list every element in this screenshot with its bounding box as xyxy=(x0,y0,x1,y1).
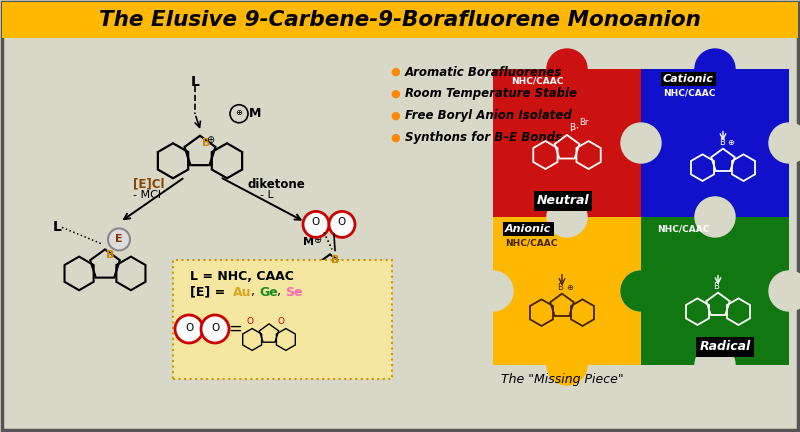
Text: O: O xyxy=(312,217,320,227)
Text: Se: Se xyxy=(285,286,302,299)
FancyBboxPatch shape xyxy=(2,2,798,38)
Circle shape xyxy=(769,271,800,311)
Circle shape xyxy=(329,211,355,238)
Text: NHC/CAAC: NHC/CAAC xyxy=(657,225,710,234)
Text: diketone: diketone xyxy=(248,178,306,191)
Text: NHC/CAAC: NHC/CAAC xyxy=(663,89,715,98)
Text: O: O xyxy=(185,323,193,333)
Text: - MCl: - MCl xyxy=(133,190,161,200)
FancyBboxPatch shape xyxy=(173,260,392,379)
Circle shape xyxy=(473,271,513,311)
Circle shape xyxy=(695,197,735,237)
Text: ●: ● xyxy=(390,67,400,77)
Circle shape xyxy=(547,197,587,237)
Text: Room Temperature Stable: Room Temperature Stable xyxy=(405,88,577,101)
Text: NHC/CAAC: NHC/CAAC xyxy=(505,238,558,248)
Circle shape xyxy=(547,49,587,89)
Circle shape xyxy=(769,123,800,163)
Text: ⊕: ⊕ xyxy=(727,138,734,146)
Circle shape xyxy=(621,123,661,163)
Text: Free Boryl Anion Isolated: Free Boryl Anion Isolated xyxy=(405,109,572,123)
Text: L = NHC, CAAC: L = NHC, CAAC xyxy=(190,270,294,283)
Text: O: O xyxy=(246,317,254,325)
Text: Neutral: Neutral xyxy=(537,194,590,207)
Text: O: O xyxy=(278,317,285,325)
Text: NHC/CAAC: NHC/CAAC xyxy=(511,76,563,86)
Text: The "Missing Piece": The "Missing Piece" xyxy=(501,372,623,385)
Text: ,: , xyxy=(277,286,285,299)
Text: Cationic: Cationic xyxy=(663,74,714,84)
Text: B: B xyxy=(106,251,114,260)
Text: B: B xyxy=(202,138,210,148)
Text: O: O xyxy=(211,323,219,333)
Text: L: L xyxy=(53,220,62,235)
Circle shape xyxy=(621,123,661,163)
Text: - L: - L xyxy=(260,190,274,200)
Text: L: L xyxy=(190,75,199,89)
FancyBboxPatch shape xyxy=(641,69,789,217)
Circle shape xyxy=(108,229,130,251)
Circle shape xyxy=(621,271,661,311)
Text: ⊕: ⊕ xyxy=(235,108,242,117)
Text: B: B xyxy=(719,138,725,146)
Circle shape xyxy=(303,211,329,238)
Circle shape xyxy=(175,315,203,343)
Text: ⊕: ⊕ xyxy=(566,283,574,292)
Text: [E]Cl: [E]Cl xyxy=(133,178,165,191)
Text: =: = xyxy=(228,320,242,338)
Text: O: O xyxy=(338,217,346,227)
Circle shape xyxy=(695,197,735,237)
Text: Au: Au xyxy=(233,286,251,299)
Text: Ge: Ge xyxy=(259,286,278,299)
Text: B: B xyxy=(331,255,339,265)
Text: ,: , xyxy=(251,286,259,299)
Text: M: M xyxy=(302,238,314,248)
Text: B: B xyxy=(713,282,719,291)
Circle shape xyxy=(201,315,229,343)
Text: B: B xyxy=(557,283,563,292)
Text: B: B xyxy=(569,123,575,132)
FancyBboxPatch shape xyxy=(493,69,641,217)
Text: ●: ● xyxy=(390,111,400,121)
Text: ●: ● xyxy=(390,89,400,99)
Text: Radical: Radical xyxy=(699,340,750,353)
Circle shape xyxy=(695,345,735,385)
Text: E: E xyxy=(115,235,123,245)
Circle shape xyxy=(547,197,587,237)
Text: Br: Br xyxy=(579,118,588,127)
Text: The Elusive 9-Carbene-9-Borafluorene Monoanion: The Elusive 9-Carbene-9-Borafluorene Mon… xyxy=(99,10,701,30)
Circle shape xyxy=(695,49,735,89)
Text: [E] =: [E] = xyxy=(190,286,230,299)
Text: ⊕: ⊕ xyxy=(206,135,214,145)
Text: ●: ● xyxy=(390,133,400,143)
FancyBboxPatch shape xyxy=(641,217,789,365)
Circle shape xyxy=(621,271,661,311)
Text: M: M xyxy=(249,107,262,120)
Circle shape xyxy=(547,345,587,385)
Text: ⊕: ⊕ xyxy=(313,235,321,245)
FancyBboxPatch shape xyxy=(493,217,641,365)
Text: Anionic: Anionic xyxy=(505,224,551,234)
Text: Aromatic Borafluorenes: Aromatic Borafluorenes xyxy=(405,66,562,79)
Text: Synthons for B–E Bonds: Synthons for B–E Bonds xyxy=(405,131,562,144)
